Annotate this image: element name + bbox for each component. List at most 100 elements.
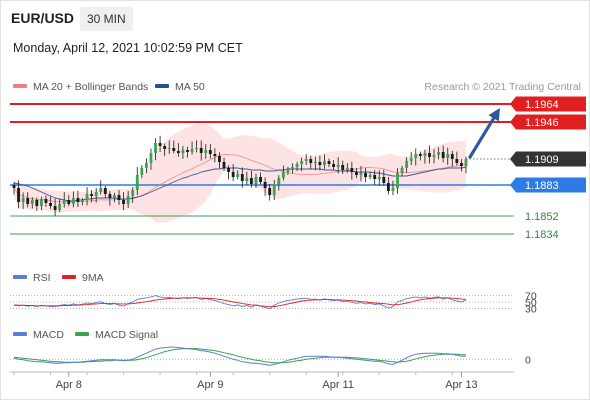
candle — [172, 140, 176, 154]
candle-body — [181, 150, 185, 153]
candle — [99, 180, 103, 195]
candle-body — [190, 149, 194, 152]
candle-body — [12, 185, 16, 188]
candle-body — [286, 169, 290, 172]
candle-body — [131, 190, 135, 196]
price-label-box — [516, 177, 586, 193]
candle-body — [450, 154, 454, 159]
candle — [140, 165, 144, 179]
candle — [94, 187, 98, 203]
candle — [231, 164, 235, 182]
candle-body — [113, 195, 116, 198]
candle — [446, 147, 450, 165]
candle-body — [117, 195, 121, 200]
candle-body — [35, 200, 39, 206]
price-label-1.1909: 1.1909 — [510, 151, 586, 167]
candle-body — [231, 172, 235, 177]
candle — [350, 161, 354, 180]
candle-body — [377, 177, 381, 179]
candle-body — [364, 173, 367, 177]
candle-body — [313, 162, 317, 163]
candle-body — [199, 148, 203, 153]
candle — [17, 180, 20, 209]
candle — [263, 177, 267, 196]
candle-body — [222, 162, 226, 168]
candle — [396, 168, 399, 194]
candle-body — [208, 150, 212, 154]
candle-body — [332, 164, 336, 167]
candle-body — [300, 161, 304, 164]
candle — [135, 167, 139, 196]
candle-body — [460, 163, 463, 166]
candle — [218, 152, 221, 169]
candle-body — [277, 178, 281, 184]
candle — [117, 189, 121, 205]
macd-legend: MACD MACD Signal — [13, 329, 158, 341]
legend-label-macd: MACD — [33, 329, 64, 341]
candle-body — [368, 175, 372, 177]
candle — [295, 161, 299, 172]
candle — [113, 192, 116, 203]
candle — [144, 158, 148, 174]
candle-body — [355, 172, 358, 175]
candle-body — [90, 194, 94, 196]
price-level-labels: 1.1964 1.1946 1.1909 1.1883 1.1852 1.1834 — [510, 96, 586, 241]
legend-swatch-macd-signal — [75, 332, 89, 336]
candle-body — [44, 199, 48, 203]
candle — [332, 160, 336, 170]
ma20-line — [13, 153, 467, 203]
candle — [300, 157, 304, 172]
candle — [222, 157, 226, 172]
candle-body — [176, 151, 180, 153]
price-levels — [10, 103, 514, 235]
candle-body — [318, 162, 322, 165]
candle-body — [268, 188, 272, 195]
candle-body — [400, 168, 404, 173]
candle — [268, 184, 272, 201]
candle — [373, 169, 377, 185]
candle-body — [213, 154, 217, 156]
candle-body — [76, 198, 80, 202]
candle — [58, 199, 62, 213]
candle-body — [30, 200, 34, 204]
candle — [158, 135, 162, 152]
candle — [309, 155, 313, 170]
candle — [12, 182, 16, 195]
candle — [336, 157, 340, 174]
candle-body — [154, 143, 157, 153]
price-label-text: 1.1852 — [525, 211, 559, 223]
macd-signal-line — [13, 348, 466, 364]
candle-body — [263, 182, 267, 188]
timeframe-button[interactable]: 30 MIN — [80, 7, 133, 31]
rsi-level-label: 30 — [525, 303, 537, 315]
candle — [39, 196, 43, 210]
candle — [240, 167, 244, 188]
candle-body — [464, 159, 468, 166]
symbol-title: EUR/USD — [11, 10, 75, 26]
candle-body — [245, 178, 249, 181]
candle — [391, 180, 395, 196]
candle — [281, 165, 285, 181]
candle-body — [99, 188, 103, 192]
price-label-1.1834: 1.1834 — [525, 229, 559, 241]
candle-body — [391, 188, 395, 191]
candle — [208, 144, 212, 159]
x-axis-tick-label: Apr 9 — [197, 379, 223, 391]
candle — [108, 191, 112, 206]
candle-body — [71, 198, 75, 204]
legend-swatch-ma50 — [155, 84, 169, 88]
candle — [405, 157, 409, 174]
candle-body — [281, 172, 285, 178]
candle-body — [405, 161, 409, 168]
candle — [313, 156, 317, 171]
forecast-arrow-head — [488, 108, 500, 122]
candle — [213, 148, 217, 163]
candle-body — [144, 163, 148, 168]
price-label-1.1964: 1.1964 — [510, 96, 586, 112]
candle-body — [67, 200, 71, 204]
candle-body — [158, 143, 162, 146]
candle-body — [167, 148, 171, 149]
candle-body — [17, 188, 20, 202]
price-label-box — [516, 151, 586, 167]
candle — [249, 170, 253, 188]
